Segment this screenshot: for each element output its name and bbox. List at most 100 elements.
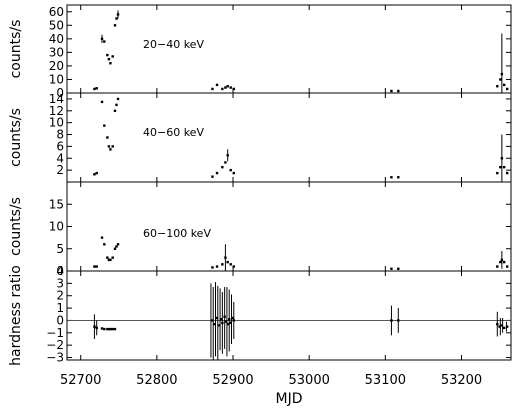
y-tick-label: 50 — [49, 18, 64, 32]
data-point — [100, 327, 104, 330]
data-point — [226, 260, 229, 264]
data-point — [107, 258, 111, 262]
data-point — [113, 24, 117, 27]
data-point — [109, 148, 112, 151]
y-tick-label: 0 — [56, 86, 64, 100]
data-point — [232, 87, 235, 91]
data-point — [390, 319, 393, 322]
data-point — [100, 236, 104, 239]
data-point — [106, 256, 109, 259]
data-point — [107, 57, 111, 61]
y-tick-label: 10 — [49, 72, 64, 86]
data-point — [211, 319, 214, 322]
data-point — [231, 316, 234, 320]
x-axis-label: MJD — [276, 391, 303, 407]
data-point — [229, 321, 232, 325]
data-point — [107, 145, 111, 148]
y-tick-label: 6 — [56, 139, 64, 153]
panel-frame — [66, 4, 512, 94]
data-point — [115, 17, 118, 20]
y-tick-label: 15 — [49, 197, 64, 211]
y-tick-label: 20 — [49, 59, 64, 73]
data-point — [500, 258, 504, 262]
data-point — [221, 165, 224, 169]
data-point — [390, 267, 393, 270]
data-point — [500, 324, 504, 327]
y-tick-label: 1 — [56, 301, 64, 315]
x-tick-label: 53000 — [289, 373, 330, 388]
data-point — [103, 327, 106, 331]
data-point — [215, 265, 219, 268]
data-point — [113, 247, 117, 250]
x-tick-label: 53200 — [441, 373, 482, 388]
y-tick-label: 8 — [56, 128, 64, 142]
data-point — [111, 327, 114, 331]
y-tick-label: 2 — [56, 289, 64, 303]
y-tick-label: 4 — [56, 264, 64, 278]
energy-band-label: 20−40 keV — [143, 38, 204, 51]
data-point — [219, 318, 223, 321]
data-point — [498, 325, 501, 328]
y-axis-label: hardness ratio — [8, 265, 24, 366]
data-point — [115, 245, 118, 248]
data-point — [100, 37, 104, 41]
data-point — [502, 260, 506, 264]
x-axis: 52700 52800 52900 53000 53100 53200 MJD — [60, 373, 482, 407]
data-point — [103, 40, 106, 43]
data-point — [505, 325, 509, 328]
data-point — [224, 86, 227, 89]
x-tick-label: 52900 — [212, 373, 253, 388]
data-point — [211, 175, 214, 178]
data-point — [502, 83, 506, 87]
y-tick-label: 0 — [56, 264, 64, 278]
data-point — [218, 324, 221, 327]
data-point — [215, 83, 219, 87]
y-tick-label: 30 — [49, 45, 64, 59]
data-point — [502, 326, 506, 330]
data-point — [496, 171, 499, 175]
data-point — [95, 326, 98, 330]
data-point — [390, 176, 393, 179]
y-tick-label: 4 — [56, 151, 64, 165]
y-tick-label: 5 — [56, 242, 64, 256]
data-point — [109, 62, 112, 65]
data-point — [232, 171, 235, 175]
y-tick-label: −2 — [46, 338, 64, 352]
data-point — [106, 136, 109, 139]
data-point — [211, 87, 214, 91]
data-point — [103, 124, 106, 127]
data-point — [106, 53, 109, 57]
data-point — [499, 78, 502, 81]
y-tick-label: −1 — [46, 326, 64, 340]
data-point — [397, 176, 400, 179]
data-point — [115, 103, 118, 107]
data-point — [223, 315, 226, 318]
data-point — [215, 171, 219, 175]
data-point — [499, 165, 502, 169]
panel-frame — [66, 92, 512, 183]
data-point — [499, 260, 502, 264]
data-point — [226, 85, 229, 88]
data-point — [226, 322, 229, 326]
x-tick-label: 52800 — [136, 373, 177, 388]
data-point — [95, 171, 98, 175]
y-tick-label: 14 — [49, 92, 64, 106]
data-point — [111, 256, 114, 259]
y-tick-label: −3 — [46, 351, 64, 365]
data-point — [103, 243, 106, 246]
data-point — [496, 85, 499, 88]
y-tick-label: 0 — [56, 313, 64, 327]
y-axis-label: counts/s — [8, 197, 24, 256]
data-point — [93, 173, 96, 176]
panel-3: 0 5 10 15 60−100 keV counts/s — [8, 181, 512, 278]
data-point — [215, 316, 219, 320]
data-point — [397, 89, 400, 93]
data-point — [95, 265, 98, 268]
data-point — [95, 87, 98, 90]
data-point — [496, 265, 499, 268]
data-point — [229, 168, 232, 172]
